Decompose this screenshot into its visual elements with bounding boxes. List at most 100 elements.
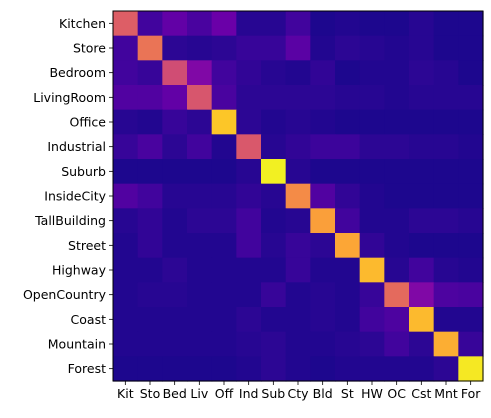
heatmap-cell-2-10	[359, 60, 385, 86]
heatmap-cell-0-9	[335, 11, 361, 37]
heatmap-cell-9-5	[236, 233, 262, 259]
heatmap-cell-3-7	[285, 85, 311, 111]
heatmap-cell-6-7	[285, 159, 311, 185]
heatmap-cell-12-14	[458, 307, 484, 333]
heatmap-cell-7-6	[261, 183, 287, 209]
heatmap-cell-12-12	[409, 307, 435, 333]
heatmap-cell-11-5	[236, 282, 262, 308]
heatmap-cell-10-13	[433, 257, 459, 283]
heatmap-cell-8-3	[187, 208, 213, 234]
heatmap-cell-1-12	[409, 35, 435, 61]
heatmap-cell-12-0	[113, 307, 139, 333]
heatmap-cell-1-10	[359, 35, 385, 61]
heatmap-cell-5-6	[261, 134, 287, 160]
heatmap-cell-9-4	[211, 233, 237, 259]
x-tick-label: Bld	[313, 386, 333, 401]
heatmap-cell-8-14	[458, 208, 484, 234]
heatmap-cell-10-10	[359, 257, 385, 283]
x-tick-label: HW	[361, 386, 383, 401]
heatmap-cell-4-13	[433, 109, 459, 135]
heatmap-cell-4-10	[359, 109, 385, 135]
heatmap-cell-2-5	[236, 60, 262, 86]
heatmap-cell-5-0	[113, 134, 139, 160]
heatmap-cell-3-13	[433, 85, 459, 111]
heatmap-cell-14-11	[384, 356, 410, 382]
heatmap-cell-10-7	[285, 257, 311, 283]
heatmap-cell-1-7	[285, 35, 311, 61]
heatmap-cell-1-14	[458, 35, 484, 61]
heatmap-cell-1-13	[433, 35, 459, 61]
heatmap-cells	[113, 11, 484, 382]
heatmap-cell-9-13	[433, 233, 459, 259]
heatmap-cell-8-7	[285, 208, 311, 234]
heatmap-cell-13-2	[162, 331, 188, 357]
heatmap-cell-13-12	[409, 331, 435, 357]
heatmap-cell-8-4	[211, 208, 237, 234]
heatmap-cell-9-9	[335, 233, 361, 259]
heatmap-cell-11-11	[384, 282, 410, 308]
x-tick-label: Off	[215, 386, 234, 401]
heatmap-cell-7-11	[384, 183, 410, 209]
y-tick-label: Highway	[52, 263, 107, 278]
heatmap-cell-6-9	[335, 159, 361, 185]
heatmap-cell-0-13	[433, 11, 459, 37]
heatmap-cell-13-0	[113, 331, 139, 357]
heatmap-cell-10-12	[409, 257, 435, 283]
heatmap-cell-0-14	[458, 11, 484, 37]
heatmap-cell-11-8	[310, 282, 336, 308]
heatmap-cell-9-0	[113, 233, 139, 259]
x-tick-label: For	[461, 386, 481, 401]
heatmap-cell-11-13	[433, 282, 459, 308]
heatmap-cell-0-8	[310, 11, 336, 37]
heatmap-cell-6-13	[433, 159, 459, 185]
heatmap-cell-13-10	[359, 331, 385, 357]
heatmap-cell-14-0	[113, 356, 139, 382]
heatmap-cell-7-8	[310, 183, 336, 209]
heatmap-cell-2-0	[113, 60, 139, 86]
heatmap-cell-1-2	[162, 35, 188, 61]
heatmap-cell-5-2	[162, 134, 188, 160]
heatmap-cell-2-1	[137, 60, 163, 86]
heatmap-cell-8-1	[137, 208, 163, 234]
heatmap-cell-7-7	[285, 183, 311, 209]
y-tick-label: Office	[70, 115, 107, 130]
heatmap-cell-14-14	[458, 356, 484, 382]
heatmap-cell-6-3	[187, 159, 213, 185]
heatmap-cell-3-3	[187, 85, 213, 111]
heatmap-cell-6-2	[162, 159, 188, 185]
x-tick-label: Sto	[140, 386, 160, 401]
y-tick-label: Kitchen	[59, 16, 106, 31]
heatmap-cell-1-11	[384, 35, 410, 61]
heatmap-cell-8-6	[261, 208, 287, 234]
heatmap-cell-13-6	[261, 331, 287, 357]
heatmap-cell-0-4	[211, 11, 237, 37]
heatmap-cell-14-2	[162, 356, 188, 382]
heatmap-cell-12-8	[310, 307, 336, 333]
heatmap-cell-9-10	[359, 233, 385, 259]
heatmap-cell-7-4	[211, 183, 237, 209]
heatmap-cell-12-6	[261, 307, 287, 333]
heatmap-cell-8-2	[162, 208, 188, 234]
heatmap-cell-6-5	[236, 159, 262, 185]
heatmap-cell-1-6	[261, 35, 287, 61]
heatmap-cell-3-2	[162, 85, 188, 111]
heatmap-cell-1-0	[113, 35, 139, 61]
heatmap-cell-4-0	[113, 109, 139, 135]
heatmap-cell-3-6	[261, 85, 287, 111]
heatmap-cell-2-4	[211, 60, 237, 86]
heatmap-cell-2-3	[187, 60, 213, 86]
heatmap-cell-14-13	[433, 356, 459, 382]
heatmap-cell-7-12	[409, 183, 435, 209]
heatmap-cell-10-4	[211, 257, 237, 283]
heatmap-cell-7-10	[359, 183, 385, 209]
heatmap-cell-4-4	[211, 109, 237, 135]
heatmap-cell-0-12	[409, 11, 435, 37]
heatmap-cell-4-2	[162, 109, 188, 135]
heatmap-cell-9-1	[137, 233, 163, 259]
heatmap-cell-11-4	[211, 282, 237, 308]
heatmap-cell-10-1	[137, 257, 163, 283]
heatmap-cell-12-4	[211, 307, 237, 333]
heatmap-cell-12-10	[359, 307, 385, 333]
heatmap-cell-4-11	[384, 109, 410, 135]
